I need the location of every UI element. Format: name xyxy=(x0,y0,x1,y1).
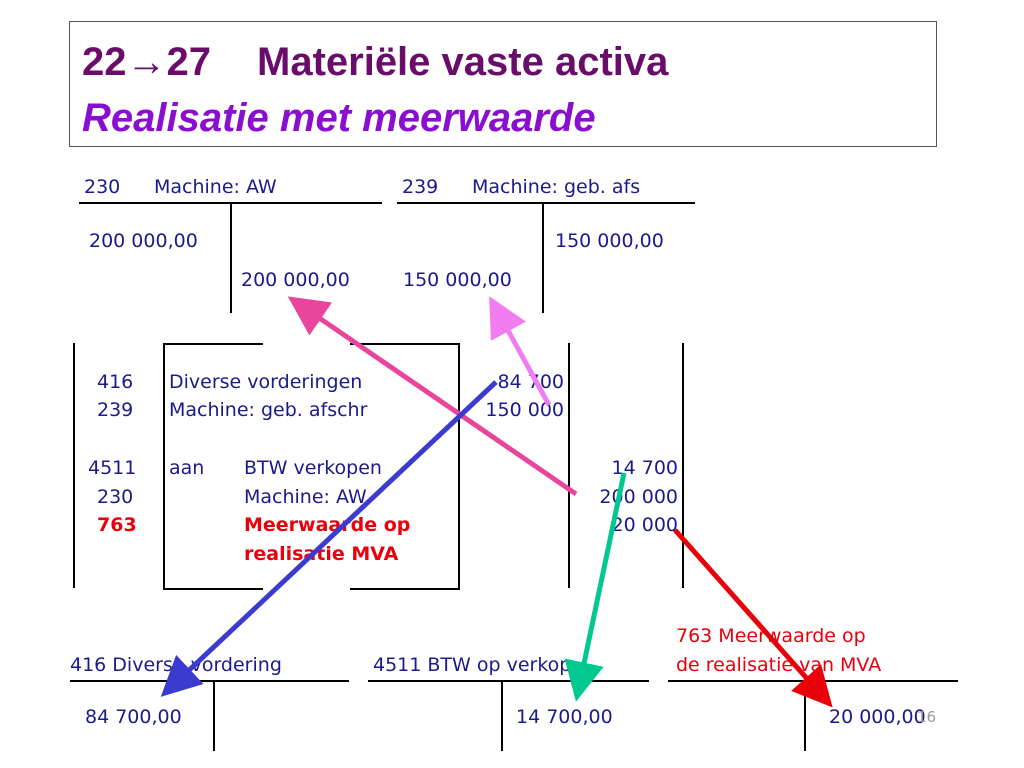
account-4511-hline xyxy=(368,680,649,682)
journal-debit-line xyxy=(568,343,570,588)
journal-row-1-code: 416 xyxy=(97,371,134,393)
journal-row-5-code: 763 xyxy=(97,514,137,536)
journal-desc-right-line xyxy=(458,343,460,590)
account-763-vline xyxy=(804,681,806,751)
account-4511-vline xyxy=(501,681,503,751)
journal-bottom-right-bracket xyxy=(350,588,460,590)
title-num-from: 22 xyxy=(82,40,127,84)
title-main: Materiële vaste activa xyxy=(257,40,669,84)
account-416-hline xyxy=(70,680,349,682)
account-416-amount: 84 700,00 xyxy=(85,706,182,728)
account-230-vline xyxy=(230,203,232,313)
account-763-amount: 20 000,00 xyxy=(829,706,926,728)
account-239-code: 239 xyxy=(402,176,439,198)
journal-row-1-desc: Diverse vorderingen xyxy=(169,371,363,393)
account-763-label-1: 763 Meerwaarde op xyxy=(676,625,866,647)
title-num-to: 27 xyxy=(166,40,212,84)
journal-row-4-credit: 200 000 xyxy=(599,486,678,508)
journal-row-3-desc: BTW verkopen xyxy=(244,457,382,479)
account-239-name: Machine: geb. afs xyxy=(472,176,641,198)
account-239-vline xyxy=(542,203,544,313)
slide-title: 22→27 Materiële vaste activa xyxy=(82,40,668,85)
account-239-debit: 150 000,00 xyxy=(403,269,512,291)
account-230-name: Machine: AW xyxy=(154,176,277,198)
account-230-code: 230 xyxy=(84,176,121,198)
journal-row-2-desc: Machine: geb. afschr xyxy=(169,399,368,421)
account-230-debit: 200 000,00 xyxy=(89,230,198,252)
account-763-hline xyxy=(668,680,958,682)
journal-left-line xyxy=(73,343,75,588)
journal-row-4-code: 230 xyxy=(97,486,134,508)
right-arrow-icon: → xyxy=(126,40,167,84)
journal-top-right-bracket xyxy=(350,343,460,345)
account-416-label: 416 Diverse vordering xyxy=(70,654,282,676)
journal-row-5-desc: Meerwaarde op xyxy=(244,514,411,536)
account-239-credit: 150 000,00 xyxy=(555,230,664,252)
journal-row-4-desc: Machine: AW xyxy=(244,486,367,508)
account-4511-label: 4511 BTW op verkop xyxy=(373,654,572,676)
title-box: 22→27 Materiële vaste activa Realisatie m… xyxy=(69,21,937,147)
journal-row-3-prefix: aan xyxy=(169,457,205,479)
journal-row-2-debit: 150 000 xyxy=(485,399,564,421)
account-230-credit: 200 000,00 xyxy=(241,269,350,291)
journal-row-5-desc2: realisatie MVA xyxy=(244,543,399,565)
account-416-vline xyxy=(213,681,215,751)
journal-top-left-bracket xyxy=(163,343,263,345)
journal-credit-line xyxy=(682,343,684,588)
account-239-hline xyxy=(397,202,695,204)
journal-row-3-code: 4511 xyxy=(88,457,137,479)
slide-subtitle: Realisatie met meerwaarde xyxy=(82,96,596,140)
blue-arrow xyxy=(160,380,498,697)
journal-row-1-debit: 84 700 xyxy=(497,371,564,393)
journal-bottom-left-bracket xyxy=(163,588,263,590)
journal-row-3-credit: 14 700 xyxy=(611,457,678,479)
page-number: 16 xyxy=(917,708,937,726)
journal-row-5-credit: 20 000 xyxy=(611,514,678,536)
account-4511-amount: 14 700,00 xyxy=(516,706,613,728)
journal-code-line xyxy=(163,343,165,590)
account-763-label-2: de realisatie van MVA xyxy=(676,654,882,676)
journal-row-2-code: 239 xyxy=(97,399,134,421)
